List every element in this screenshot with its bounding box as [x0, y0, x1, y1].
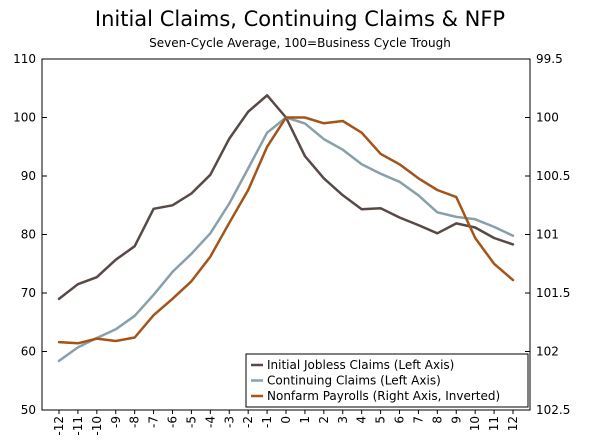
series-line-initial-jobless-claims: [57, 94, 515, 301]
left-axis-tick-label: 110: [13, 52, 36, 66]
x-axis-tick-label: -2: [241, 416, 255, 428]
right-axis-tick-label: 102.5: [536, 403, 570, 417]
x-axis-tick-label: 2: [317, 416, 331, 424]
legend: Initial Jobless Claims (Left Axis) Contin…: [245, 353, 529, 408]
x-axis-tick-label: 12: [506, 416, 520, 431]
x-axis-tick-label: -3: [222, 416, 236, 428]
x-axis-tick-label: 4: [355, 416, 369, 424]
x-axis-tick-label: 0: [279, 416, 293, 424]
series-line-continuing-claims: [57, 116, 515, 363]
x-axis-tick-label: 7: [411, 416, 425, 424]
left-axis-tick-label: 50: [21, 403, 36, 417]
legend-entry: Initial Jobless Claims (Left Axis): [267, 358, 454, 372]
x-axis-tick-label: -7: [147, 416, 161, 428]
x-axis-tick-label: 8: [430, 416, 444, 424]
x-axis-tick-label: -6: [166, 416, 180, 428]
right-axis-tick-label: 101.5: [536, 286, 570, 300]
x-axis-tick-label: 10: [468, 416, 482, 431]
x-axis-tick-label: -9: [109, 416, 123, 428]
x-axis-tick-label: 5: [374, 416, 388, 424]
left-axis-tick-label: 60: [21, 345, 36, 359]
left-axis-tick-label: 100: [13, 111, 36, 125]
chart-title: Initial Claims, Continuing Claims & NFP: [94, 7, 506, 31]
x-axis-tick-label: -8: [128, 416, 142, 428]
x-axis-tick-label: 3: [336, 416, 350, 424]
x-axis-tick-label: -11: [71, 416, 85, 436]
legend-box: [245, 353, 529, 408]
left-axis-tick-label: 90: [21, 169, 36, 183]
x-axis-tick-label: 1: [298, 416, 312, 424]
x-axis-tick-label: -10: [90, 416, 104, 436]
legend-entry: Continuing Claims (Left Axis): [267, 374, 441, 388]
right-axis-tick-label: 102: [536, 345, 559, 359]
x-axis-tick-label: -1: [260, 416, 274, 428]
x-axis-tick-label: 6: [393, 416, 407, 424]
legend-entry: Nonfarm Payrolls (Right Axis, Inverted): [267, 389, 500, 403]
right-axis-tick-label: 100.5: [536, 169, 570, 183]
right-axis-tick-label: 100: [536, 111, 559, 125]
x-axis-tick-label: -5: [184, 416, 198, 428]
left-axis-tick-label: 70: [21, 286, 36, 300]
right-axis-tick-label: 99.5: [536, 52, 563, 66]
x-axis-tick-label: -4: [203, 416, 217, 428]
x-axis-tick-label: 9: [449, 416, 463, 424]
chart-subtitle: Seven-Cycle Average, 100=Business Cycle …: [149, 36, 451, 50]
x-axis-tick-label: -12: [52, 416, 66, 436]
right-axis-tick-label: 101: [536, 228, 559, 242]
x-axis-tick-label: 11: [487, 416, 501, 431]
left-axis-tick-label: 80: [21, 228, 36, 242]
series-line-nonfarm-payrolls: [57, 116, 515, 345]
